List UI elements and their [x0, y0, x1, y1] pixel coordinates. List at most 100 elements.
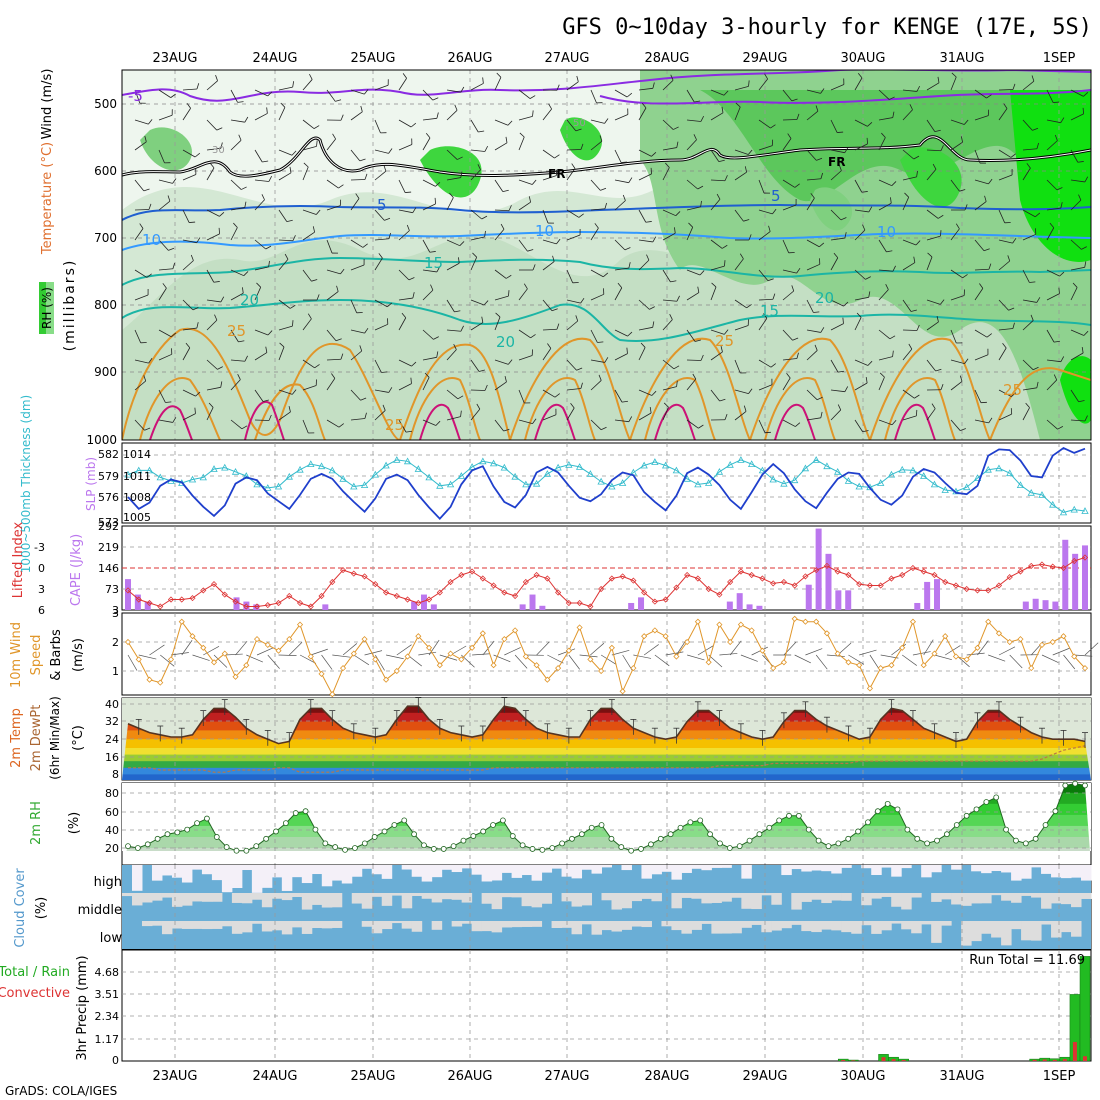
temp-tick-8: 8: [112, 768, 119, 781]
precip-tick-4.68: 4.68: [95, 966, 120, 979]
wind-speed-line: [127, 618, 1086, 696]
label-10-c: 10: [877, 223, 896, 241]
precip-total-label: Total / Rain: [0, 965, 70, 980]
legend-rh: RH (%): [40, 287, 54, 329]
cape-panel: -3 0 3 6 292 219 146 73 3 Lifted Index C…: [11, 520, 1092, 617]
wind-speed-markers: [124, 615, 1089, 698]
pressure-ticks: 500 600 700 800 900 1000: [86, 97, 117, 447]
label-fr-b: FR: [828, 155, 845, 169]
cape-tick-292: 292: [98, 520, 119, 533]
cloud-panel: high middle low Cloud Cover (%): [13, 864, 1092, 950]
upper-vgrid: [174, 70, 1060, 440]
p-tick-600: 600: [94, 164, 117, 178]
cloud-middle-label: middle: [78, 903, 122, 918]
thick-tick-579: 579: [98, 470, 119, 483]
date-bottom-26AUG: 26AUG: [447, 1069, 492, 1084]
cloud-cover-bars: [122, 865, 1092, 949]
temp-label-3: (6hr Min/Max): [48, 696, 62, 780]
p-tick-700: 700: [94, 231, 117, 245]
temp-tick-40: 40: [105, 698, 119, 711]
precip-tick-2.34: 2.34: [95, 1010, 120, 1023]
cape-tick-73: 73: [105, 583, 119, 596]
temp-unit: (°C): [71, 725, 86, 751]
date-bottom-27AUG: 27AUG: [544, 1069, 589, 1084]
wind-unit: (m/s): [71, 638, 86, 672]
legend-wind: Wind (m/s): [40, 69, 55, 140]
li-tick-6: 6: [38, 604, 45, 617]
wind-label-1: 10m Wind: [9, 622, 24, 688]
date-top-24AUG: 24AUG: [252, 51, 297, 66]
date-bottom-31AUG: 31AUG: [939, 1069, 984, 1084]
label-20-c: 20: [815, 289, 834, 307]
cape-label: CAPE (J/kg): [69, 534, 84, 606]
date-top-29AUG: 29AUG: [742, 51, 787, 66]
label-25-c: 25: [385, 416, 404, 434]
temp-tick-16: 16: [105, 751, 119, 764]
precip-bars: [837, 956, 1091, 1061]
precip-tick-0: 0: [112, 1054, 119, 1067]
date-ticks-top: 23AUG 24AUG 25AUG 26AUG 27AUG 28AUG 29AUG 30AUG…: [152, 51, 1075, 66]
p-tick-900: 900: [94, 365, 117, 379]
wind-barbs: [134, 72, 1089, 434]
temp-minmax-whiskers: [135, 697, 1088, 748]
rh2m-panel: 80 60 40 20 2m RH (%): [29, 780, 1092, 866]
cloud-low-label: low: [100, 931, 123, 946]
date-top-25AUG: 25AUG: [350, 51, 395, 66]
slp-tick-1008: 1008: [123, 491, 151, 504]
wind-label-2: Speed: [29, 635, 44, 676]
chart-title: GFS 0~10day 3-hourly for KENGE (17E, 5S): [562, 15, 1092, 40]
li-tick-0: 0: [38, 562, 45, 575]
date-top-26AUG: 26AUG: [447, 51, 492, 66]
date-bottom-1SEP: 1SEP: [1043, 1069, 1076, 1084]
rh-tick-20: 20: [105, 842, 119, 855]
li-markers: [124, 554, 1089, 610]
isotherm-minus5-b: [599, 89, 1091, 105]
cloud-high-label: high: [94, 875, 122, 890]
rh-tick-60: 60: [105, 806, 119, 819]
dewpoint-line: [128, 745, 1086, 773]
isotherm-25: [122, 327, 1091, 440]
date-top-30AUG: 30AUG: [840, 51, 885, 66]
contour-labels: -5 5 10 15 20 25 FR FR 5 10 15 20 25 10 …: [128, 87, 1022, 434]
rh-shading: [122, 70, 1091, 440]
thickness-label: 1000~500mb Thickness (dm): [19, 395, 33, 573]
date-bottom-30AUG: 30AUG: [840, 1069, 885, 1084]
date-top-1SEP: 1SEP: [1043, 51, 1076, 66]
slp-label: SLP (mb): [84, 457, 98, 511]
li-tick-m3: -3: [34, 541, 45, 554]
date-top-23AUG: 23AUG: [152, 51, 197, 66]
temp-line: [127, 705, 1086, 745]
cloud-unit: (%): [34, 897, 49, 920]
temp-panel: 40 32 24 16 8 2m Temp 2m DewPt (6hr Min/…: [9, 696, 1092, 781]
isotherm-10: [122, 230, 1091, 251]
legend-temperature: Temperature (°C): [40, 142, 55, 255]
rh2m-label: 2m RH: [29, 801, 44, 845]
date-top-27AUG: 27AUG: [544, 51, 589, 66]
cape-tick-146: 146: [98, 562, 119, 575]
label-50-rh: 50: [573, 118, 586, 129]
label-20-a: 20: [240, 291, 259, 309]
upper-air-panel: -5 5 10 15 20 25 FR FR 5 10 15 20 25 10 …: [39, 69, 1092, 447]
slp-tick-1005: 1005: [123, 511, 151, 524]
rh-tick-80: 80: [105, 787, 119, 800]
label-fr-a: FR: [548, 167, 565, 181]
p-tick-1000: 1000: [86, 433, 117, 447]
rh-tick-40: 40: [105, 824, 119, 837]
label-15-b: 15: [760, 302, 779, 320]
rh2m-unit: (%): [67, 812, 82, 835]
temp-label-1: 2m Temp: [9, 708, 24, 768]
slp-tick-1014: 1014: [123, 448, 151, 461]
run-total: Run Total = 11.69: [969, 953, 1085, 968]
date-top-28AUG: 28AUG: [644, 51, 689, 66]
rh2m-markers: [125, 780, 1088, 854]
label-30-rh: 30: [212, 145, 225, 156]
wind-tick-2: 2: [112, 636, 119, 649]
temp-tick-32: 32: [105, 715, 119, 728]
wind-tick-3: 3: [112, 607, 119, 620]
thickness-line: [127, 459, 1086, 513]
temp-label-2: 2m DewPt: [29, 705, 44, 772]
p-tick-800: 800: [94, 298, 117, 312]
wind-panel: 3 2 1 10m Wind Speed & Barbs (m/s): [9, 607, 1099, 698]
upper-legend: RH (%) Temperature (°C) Wind (m/s): [39, 69, 55, 334]
slp-line: [127, 446, 1086, 521]
